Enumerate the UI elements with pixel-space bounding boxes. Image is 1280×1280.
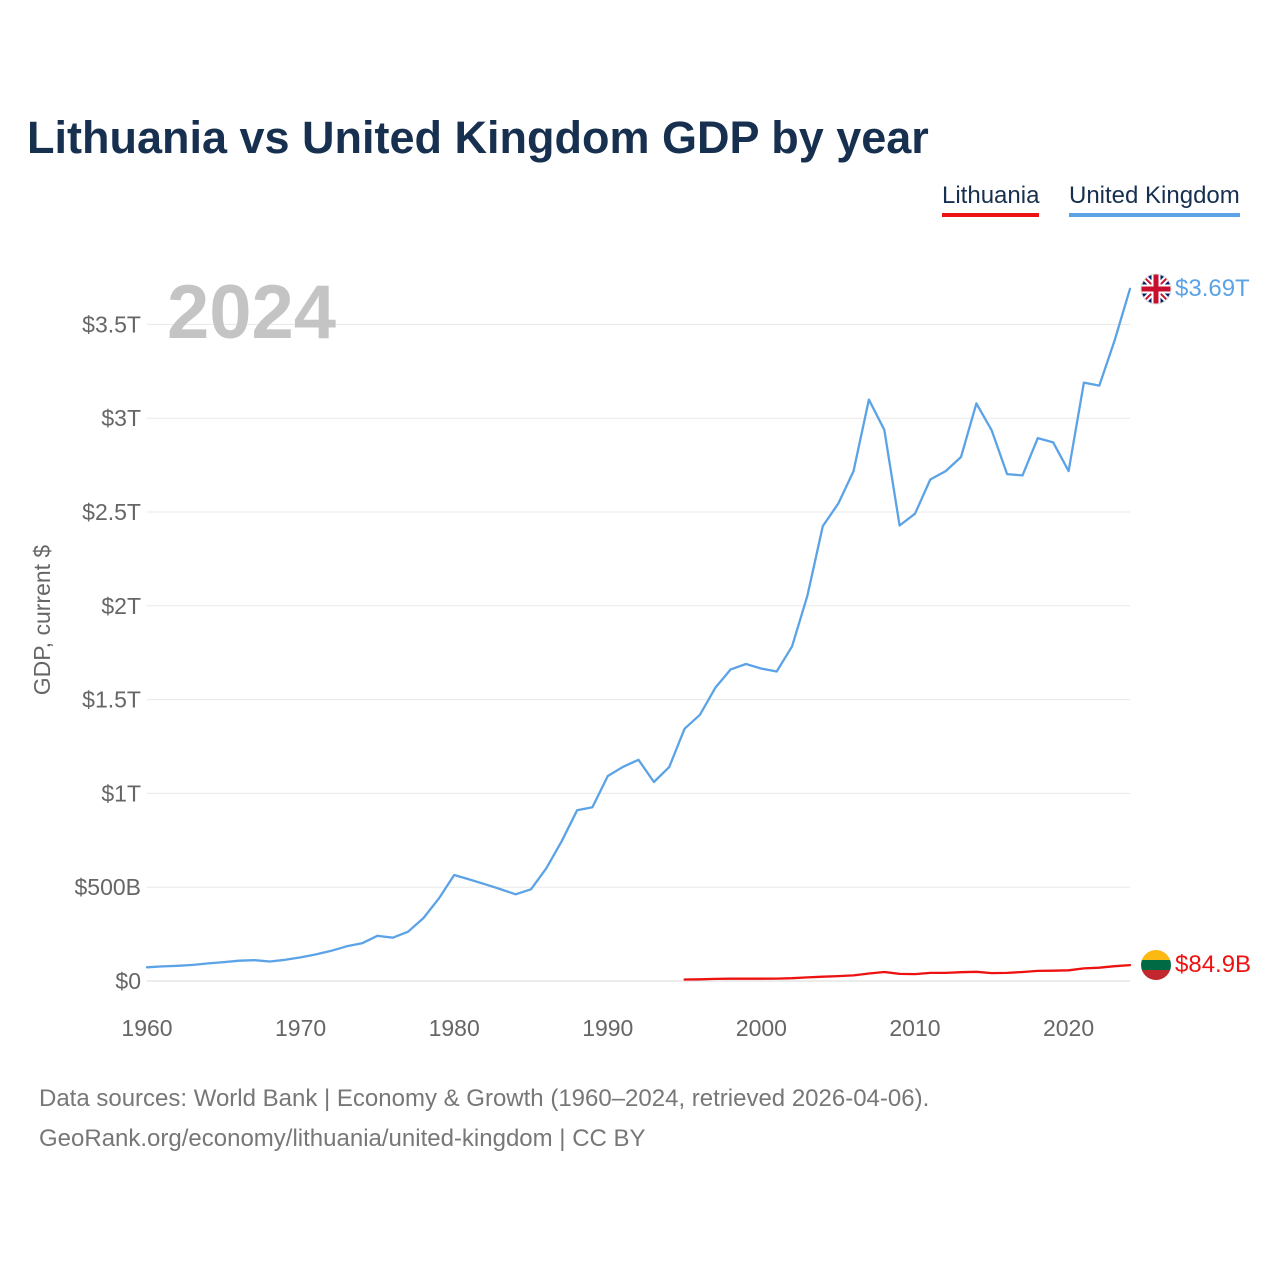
legend-lithuania[interactable]: Lithuania xyxy=(942,182,1040,217)
x-tick-label: 1990 xyxy=(582,1015,633,1041)
y-tick-label: $1.5T xyxy=(82,687,141,713)
lithuania-end-value-label: $84.9B xyxy=(1175,951,1251,978)
y-axis-title: GDP, current $ xyxy=(29,545,55,696)
uk-end-value-label: $3.69T xyxy=(1175,275,1250,302)
y-tick-label: $2.5T xyxy=(82,499,141,525)
year-watermark: 2024 xyxy=(167,270,336,355)
y-tick-label: $3T xyxy=(101,405,141,431)
source-line-2[interactable]: GeoRank.org/economy/lithuania/united-kin… xyxy=(39,1125,646,1152)
x-tick-label: 1960 xyxy=(121,1015,172,1041)
legend-united-kingdom[interactable]: United Kingdom xyxy=(1069,182,1240,217)
y-tick-label: $500B xyxy=(74,874,141,900)
source-line-1: Data sources: World Bank | Economy & Gro… xyxy=(39,1085,930,1112)
uk-flag-icon xyxy=(1141,274,1171,304)
series-line-united-kingdom[interactable] xyxy=(145,287,1132,969)
series-line-lithuania[interactable] xyxy=(683,963,1132,981)
x-tick-label: 2010 xyxy=(889,1015,940,1041)
chart-title: Lithuania vs United Kingdom GDP by year xyxy=(27,112,929,163)
x-tick-label: 1980 xyxy=(429,1015,480,1041)
y-tick-label: $1T xyxy=(101,780,141,806)
lithuania-flag-icon xyxy=(1141,950,1171,980)
y-tick-label: $3.5T xyxy=(82,311,141,337)
y-tick-label: $2T xyxy=(101,593,141,619)
x-tick-label: 2020 xyxy=(1043,1015,1094,1041)
x-tick-label: 2000 xyxy=(736,1015,787,1041)
y-tick-label: $0 xyxy=(115,968,141,994)
x-tick-label: 1970 xyxy=(275,1015,326,1041)
